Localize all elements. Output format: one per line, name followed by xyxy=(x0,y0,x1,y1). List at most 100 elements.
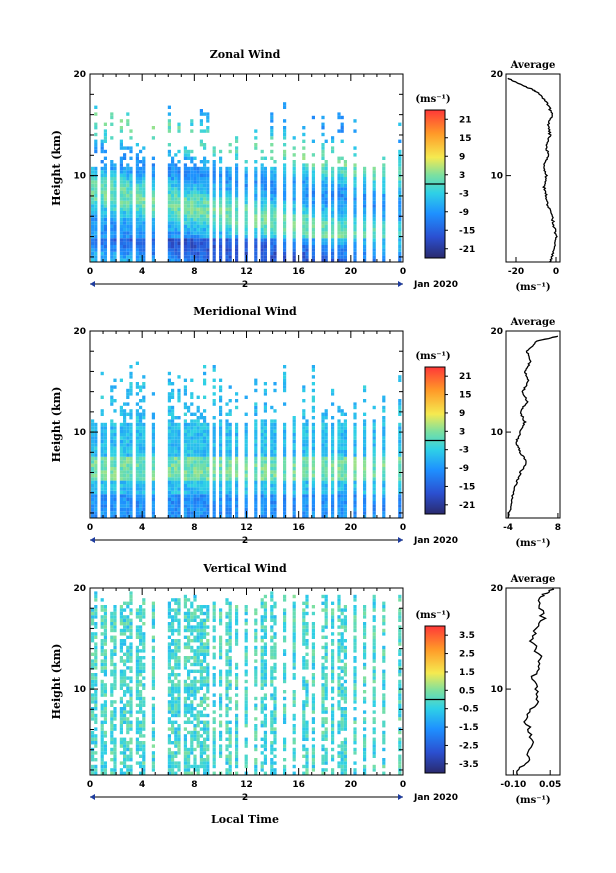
heatmap-cell xyxy=(302,224,306,228)
heatmap-cell xyxy=(187,450,191,454)
heatmap-cell xyxy=(311,258,315,262)
heatmap-cell xyxy=(321,146,325,150)
heatmap-cell xyxy=(126,703,130,707)
heatmap-cell xyxy=(151,258,155,262)
heatmap-cell xyxy=(343,419,347,423)
heatmap-cell xyxy=(151,703,155,707)
heatmap-cell xyxy=(203,683,207,687)
heatmap-cell xyxy=(363,217,367,222)
heatmap-cell xyxy=(91,639,95,643)
heatmap-cell xyxy=(212,608,216,612)
heatmap-cell xyxy=(110,231,114,235)
heatmap-cell xyxy=(270,112,274,116)
heatmap-cell xyxy=(228,480,232,484)
heatmap-cell xyxy=(126,190,130,194)
heatmap-cell xyxy=(212,436,216,440)
heatmap-cell xyxy=(193,258,197,262)
heatmap-cell xyxy=(212,507,216,512)
heatmap-cell xyxy=(263,771,267,775)
heatmap-cell xyxy=(219,497,223,501)
heatmap-cell xyxy=(129,724,133,728)
heatmap-cell xyxy=(228,730,232,735)
heatmap-cell xyxy=(100,730,104,735)
heatmap-cell xyxy=(91,504,95,508)
heatmap-cell xyxy=(228,615,232,619)
heatmap-cell xyxy=(139,248,143,252)
heatmap-cell xyxy=(283,245,287,249)
heatmap-cell xyxy=(305,248,309,252)
heatmap-cell xyxy=(177,611,181,616)
heatmap-cell xyxy=(190,453,194,457)
heatmap-cell xyxy=(119,463,123,467)
heatmap-cell xyxy=(135,194,139,198)
heatmap-cell xyxy=(167,601,171,605)
heatmap-cell xyxy=(171,221,175,225)
heatmap-cell xyxy=(183,707,187,711)
heatmap-cell xyxy=(235,228,239,232)
heatmap-cell xyxy=(183,255,187,259)
heatmap-cell xyxy=(244,611,248,616)
heatmap-cell xyxy=(270,480,274,484)
heatmap-cell xyxy=(305,245,309,249)
heatmap-cell xyxy=(311,200,315,205)
heatmap-cell xyxy=(235,166,239,171)
heatmap-cell xyxy=(283,231,287,235)
heatmap-cell xyxy=(91,758,95,762)
heatmap-cell xyxy=(113,751,117,755)
heatmap-cell xyxy=(139,204,143,208)
heatmap-cell xyxy=(167,514,171,518)
heatmap-cell xyxy=(187,622,191,626)
heatmap-cell xyxy=(228,497,232,501)
heatmap-cell xyxy=(190,713,194,718)
heatmap-cell xyxy=(340,460,344,464)
heatmap-cell xyxy=(363,248,367,252)
heatmap-cell xyxy=(135,724,139,728)
heatmap-cell xyxy=(119,146,123,150)
heatmap-cell xyxy=(100,238,104,242)
heatmap-cell xyxy=(244,450,248,454)
heatmap-cell xyxy=(225,673,229,677)
heatmap-cell xyxy=(199,642,203,646)
heatmap-cell xyxy=(219,149,223,154)
heatmap-cell xyxy=(225,238,229,242)
heatmap-cell xyxy=(324,473,328,478)
heatmap-cell xyxy=(292,470,296,474)
heatmap-cell xyxy=(139,456,143,461)
heatmap-cell xyxy=(206,754,210,758)
heatmap-cell xyxy=(187,639,191,643)
heatmap-cell xyxy=(126,656,130,660)
heatmap-cell xyxy=(212,446,216,450)
heatmap-cell xyxy=(203,255,207,259)
heatmap-cell xyxy=(151,214,155,218)
heatmap-cell xyxy=(363,419,367,423)
heatmap-cell xyxy=(203,429,207,433)
heatmap-cell xyxy=(135,416,139,420)
heatmap-cell xyxy=(113,761,117,765)
heatmap-cell xyxy=(174,217,178,222)
heatmap-cell xyxy=(228,460,232,464)
heatmap-cell xyxy=(183,727,187,731)
heatmap-cell xyxy=(235,741,239,745)
heatmap-cell xyxy=(167,241,171,245)
heatmap-cell xyxy=(139,470,143,474)
heatmap-cell xyxy=(283,439,287,444)
heatmap-cell xyxy=(196,422,200,427)
heatmap-cell xyxy=(283,258,287,262)
heatmap-cell xyxy=(190,412,194,416)
heatmap-cell xyxy=(94,170,98,174)
heatmap-cell xyxy=(113,764,117,769)
heatmap-cell xyxy=(177,443,181,447)
heatmap-cell xyxy=(311,173,315,177)
heatmap-cell xyxy=(187,628,191,633)
heatmap-cell xyxy=(193,200,197,205)
heatmap-cell xyxy=(225,730,229,735)
heatmap-cell xyxy=(196,450,200,454)
heatmap-cell xyxy=(219,713,223,718)
heatmap-cell xyxy=(260,700,264,704)
heatmap-cell xyxy=(311,214,315,218)
heatmap-cell xyxy=(183,456,187,461)
heatmap-cell xyxy=(254,173,258,177)
heatmap-cell xyxy=(187,166,191,171)
heatmap-cell xyxy=(190,639,194,643)
heatmap-cell xyxy=(212,211,216,215)
